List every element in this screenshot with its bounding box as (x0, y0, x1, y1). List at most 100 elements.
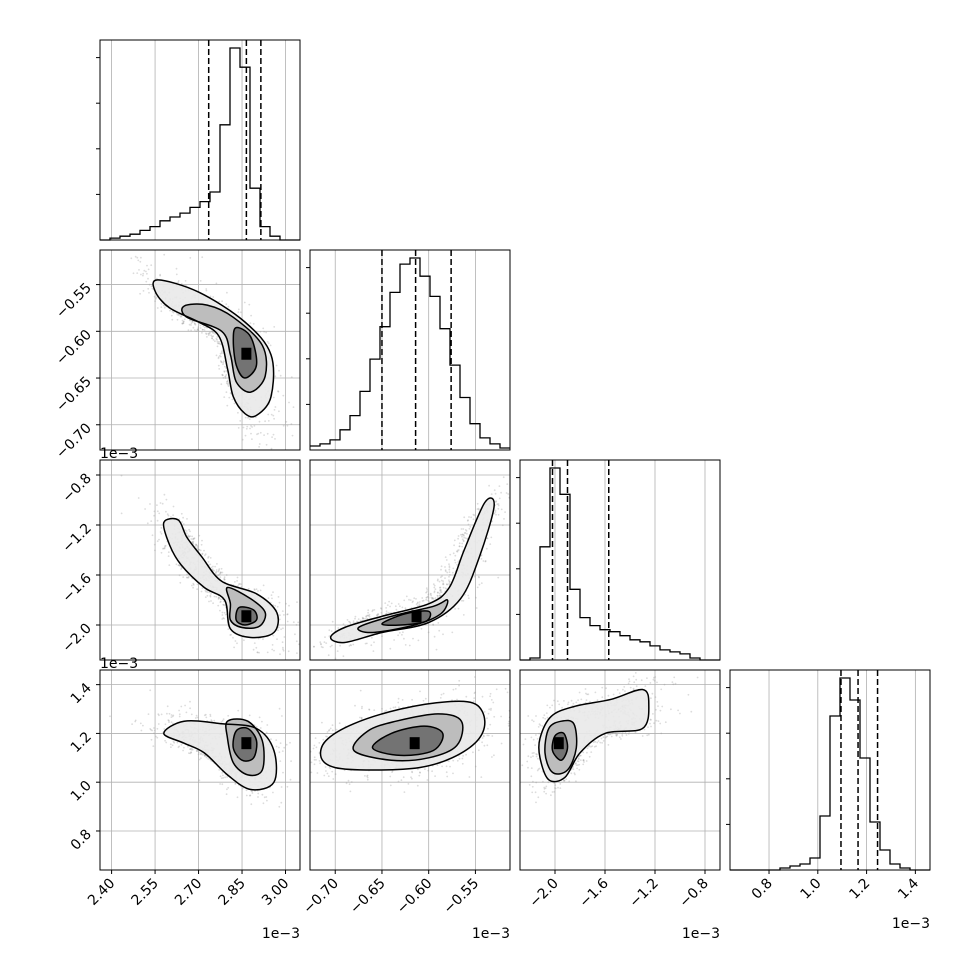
sample-point (671, 681, 674, 683)
sample-point (328, 678, 330, 680)
sample-point (267, 597, 270, 599)
sample-point (427, 593, 430, 596)
sample-point (452, 688, 455, 691)
sample-point (192, 582, 195, 585)
sample-point (290, 744, 292, 746)
sample-point (484, 560, 487, 562)
y-tick: −0.60 (53, 327, 100, 368)
sample-point (497, 503, 500, 505)
sample-point (154, 549, 156, 552)
sample-point (419, 690, 421, 693)
sample-point (211, 337, 214, 340)
sample-point (220, 721, 223, 723)
sample-point (634, 731, 637, 734)
sample-point (272, 591, 274, 594)
sample-point (204, 754, 206, 757)
sample-point (376, 615, 378, 617)
x-tick-label: 2.70 (172, 876, 205, 909)
sample-point (616, 733, 619, 736)
sample-point (494, 509, 497, 512)
sample-point (614, 732, 617, 735)
sample-point (531, 785, 534, 788)
sample-point (458, 679, 461, 682)
sample-point (258, 446, 260, 448)
sample-point (271, 648, 274, 651)
sample-point (612, 693, 615, 696)
sample-point (453, 559, 456, 562)
sample-point (347, 779, 350, 782)
sample-point (190, 748, 193, 751)
sample-point (653, 676, 655, 679)
sample-point (476, 586, 479, 589)
sample-point (466, 537, 469, 540)
sample-point (180, 705, 183, 708)
sample-point (196, 716, 199, 719)
panel-plot-area (300, 476, 510, 680)
sample-point (219, 600, 222, 603)
sample-point (577, 764, 579, 766)
sample-point (497, 507, 500, 510)
sample-point (280, 786, 283, 788)
sample-point (188, 536, 190, 538)
sample-point (650, 725, 652, 728)
sample-point (304, 752, 306, 754)
sample-point (476, 502, 479, 505)
sample-point (486, 537, 489, 540)
sample-point (147, 277, 149, 280)
sample-point (439, 588, 442, 591)
sample-point (262, 802, 265, 805)
sample-point (411, 777, 413, 780)
sample-point (151, 287, 154, 290)
sample-point (196, 546, 199, 549)
sample-point (189, 319, 192, 322)
x-tick-label: −2.0 (526, 876, 561, 911)
sample-point (634, 672, 637, 674)
sample-point (192, 537, 195, 540)
sample-point (177, 281, 180, 284)
sample-point (522, 743, 525, 746)
sample-point (191, 542, 194, 544)
sample-point (391, 770, 394, 772)
sample-point (165, 741, 168, 744)
sample-point (468, 776, 471, 778)
sample-point (594, 740, 597, 743)
sample-point (134, 719, 137, 722)
sample-point (266, 432, 269, 435)
sample-point (421, 597, 424, 599)
sample-point (405, 595, 408, 598)
sample-point (257, 432, 260, 435)
sample-point (190, 747, 193, 750)
sample-point (278, 369, 280, 372)
sample-point (164, 545, 166, 547)
sample-point (251, 426, 254, 428)
sample-point (149, 503, 151, 505)
sample-point (244, 416, 247, 419)
sample-point (593, 745, 596, 748)
sample-point (167, 551, 170, 554)
sample-point (433, 591, 436, 594)
sample-point (209, 557, 212, 559)
sample-point (159, 531, 162, 533)
sample-point (433, 590, 436, 593)
panel-frame (519, 669, 721, 871)
sample-point (250, 425, 252, 427)
sample-point (530, 756, 532, 759)
sample-point (536, 769, 539, 772)
sample-point (180, 743, 183, 746)
sample-point (137, 497, 140, 499)
sample-point (647, 726, 649, 729)
panel-frame (309, 249, 511, 451)
x-tick-label: 2.85 (216, 876, 249, 909)
sample-point (624, 690, 626, 692)
sample-point (300, 651, 302, 653)
sample-point (189, 748, 192, 750)
sample-point (453, 539, 456, 542)
sample-point (545, 785, 548, 788)
sample-point (439, 589, 441, 592)
sample-point (195, 544, 198, 546)
sample-point (176, 741, 179, 744)
sample-point (267, 342, 270, 345)
sample-point (452, 772, 454, 775)
sample-point (155, 296, 158, 299)
sample-point (448, 575, 450, 578)
